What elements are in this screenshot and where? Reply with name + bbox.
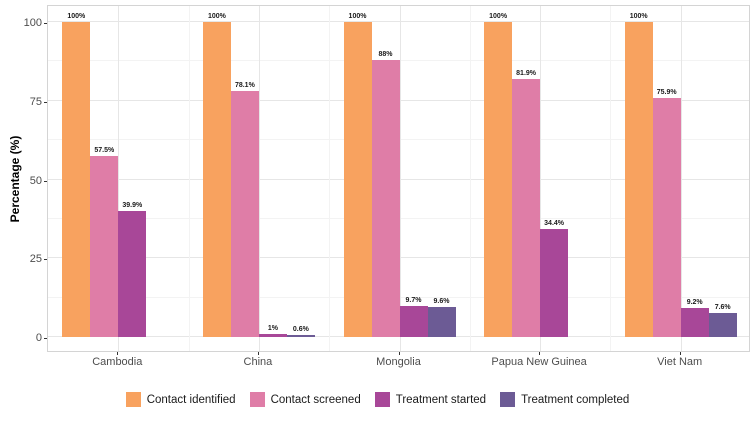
x-tick-label-0: Cambodia [92,356,143,368]
x-tick-label-1: China [243,356,273,368]
legend-swatch-icon [249,392,265,407]
legend: Contact identified Contact screened Treatm… [0,392,755,407]
bar-value-label: 9.7% [405,297,422,305]
legend-swatch-icon [374,392,390,407]
bar-contact-identified-1 [202,22,231,337]
gridline-major-x-0 [118,6,120,351]
bar-contact-screened-4 [652,97,681,337]
x-tick-label-2: Mongolia [376,356,421,368]
legend-item-treatment-started: Treatment started [374,392,487,407]
y-tick-mark-75 [44,101,47,103]
bar-value-label: 9.6% [433,297,450,305]
bar-contact-identified-4 [624,22,653,337]
bar-value-label: 100% [67,13,86,20]
bar-value-label: 57.5% [94,146,115,154]
bar-contact-identified-2 [343,22,372,337]
bar-value-label: 78.1% [234,82,255,89]
y-tick-label-75: 75 [29,95,42,108]
bar-treatment-started-1 [258,333,287,337]
bar-contact-screened-1 [230,91,259,337]
bar-contact-screened-3 [512,79,541,337]
y-tick-label-100: 100 [23,17,42,29]
x-tick-mark-0 [117,352,119,355]
legend-item-contact-identified: Contact identified [125,392,236,407]
y-tick-mark-50 [44,180,47,182]
gridline-major-x-1 [258,6,260,351]
legend-label: Treatment completed [521,393,630,406]
legend-label: Treatment started [395,393,487,406]
bar-value-label: 0.6% [292,326,309,334]
y-tick-label-25: 25 [29,253,42,266]
bar-value-label: 75.9% [656,88,677,96]
gridline-major-x-4 [680,6,682,351]
bar-value-label: 88% [378,50,393,58]
bar-treatment-completed-2 [427,306,456,337]
bar-value-label: 100% [489,13,508,20]
x-tick-mark-2 [398,352,400,355]
x-tick-mark-1 [257,352,259,355]
legend-item-treatment-completed: Treatment completed [500,392,629,407]
legend-swatch-icon [125,392,141,407]
bar-treatment-started-0 [118,211,147,337]
bar-contact-identified-3 [484,22,513,337]
legend-item-contact-screened: Contact screened [249,392,361,407]
y-tick-mark-0 [44,338,47,339]
y-tick-label-0: 0 [35,332,42,344]
bar-treatment-started-3 [540,228,569,337]
bar-value-label: 39.9% [122,202,143,210]
x-tick-mark-3 [539,352,541,355]
x-tick-mark-4 [679,352,681,355]
gridline-minor-x-3 [469,6,471,351]
bar-value-label: 81.9% [516,70,537,78]
bar-value-label: 100% [207,13,226,20]
legend-swatch-icon [500,392,516,407]
bar-value-label: 100% [629,13,648,20]
bar-treatment-started-2 [399,306,428,337]
bar-treatment-started-4 [680,308,709,337]
bar-contact-screened-2 [371,59,400,337]
plot-panel: 100% 57.5% 39.9% 100% 78.1% 1% 0.6% 100% 88% 9.7%… [47,5,750,352]
y-tick-label-50: 50 [29,174,42,187]
bar-value-label: 100% [348,13,367,20]
x-tick-label-4: Viet Nam [657,356,703,368]
bar-value-label: 7.6% [714,304,731,312]
bar-value-label: 34.4% [544,219,565,227]
gridline-major-x-2 [399,6,401,351]
legend-label: Contact screened [270,393,361,406]
gridline-minor-x-4 [610,6,612,351]
bar-contact-screened-0 [90,155,119,337]
bar-value-label: 1% [267,324,278,332]
gridline-major-x-3 [540,6,542,351]
gridline-minor-x-2 [329,6,331,351]
bar-value-label: 9.2% [686,299,703,307]
bar-treatment-completed-4 [708,313,737,337]
y-tick-mark-100 [44,23,47,24]
y-tick-mark-25 [44,259,47,261]
bar-treatment-completed-1 [286,335,315,337]
x-tick-label-3: Papua New Guinea [491,356,587,368]
gridline-minor-x-1 [188,6,190,351]
bar-contact-identified-0 [62,22,91,337]
gridline-major-y100 [48,21,749,22]
legend-label: Contact identified [146,393,236,406]
